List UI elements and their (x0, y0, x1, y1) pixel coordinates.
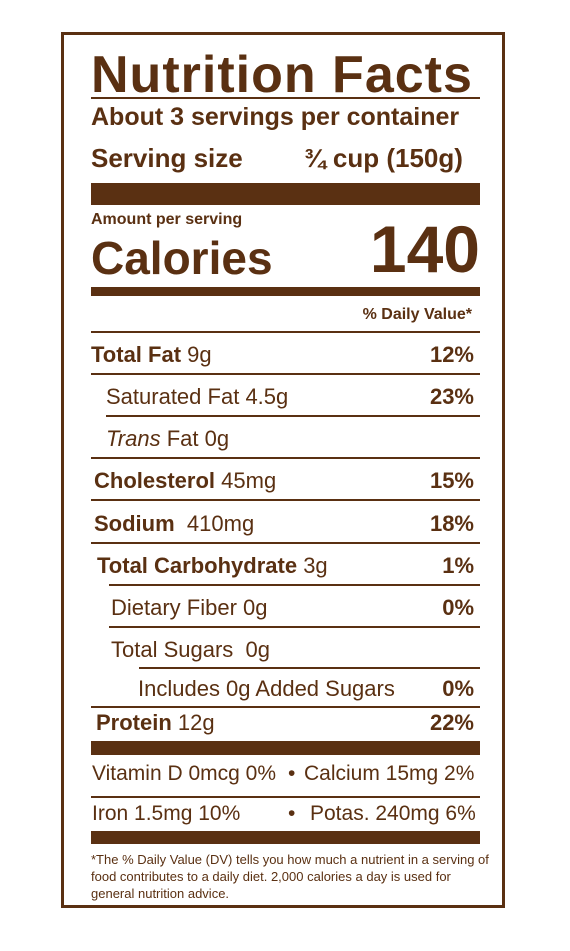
divider (91, 457, 480, 459)
nutrient-row-trans-fat: Trans Fat 0g (106, 424, 474, 454)
nutrient-dv: 1% (442, 553, 474, 578)
nutrient-dv: 12% (429, 342, 474, 367)
nutrient-row-total-carbohydrate: Total Carbohydrate 3g 1% (97, 551, 474, 581)
divider (91, 706, 480, 708)
nutrient-name: Sodium (94, 511, 175, 536)
nutrient-row-added-sugars: Includes 0g Added Sugars 0% (138, 674, 474, 704)
nutrient-name: Protein (96, 710, 172, 735)
divider (91, 97, 480, 99)
divider (109, 626, 480, 628)
amount-per-serving: Amount per serving (91, 211, 243, 228)
nutrition-facts-label: Nutrition Facts About 3 servings per con… (61, 32, 505, 908)
nutrient-name: Cholesterol (94, 468, 216, 493)
calories-label: Calories (91, 232, 273, 284)
daily-value-header: % Daily Value* (362, 306, 472, 323)
calcium: Calcium 15mg 2% (304, 762, 475, 785)
label-title: Nutrition Facts (91, 46, 473, 104)
nutrient-dv: 23% (429, 384, 474, 409)
divider (91, 796, 480, 798)
nutrient-dv: 18% (429, 511, 474, 536)
vitamin-d: Vitamin D 0mcg 0% (92, 762, 277, 785)
thick-divider (91, 831, 480, 844)
nutrient-amount: 0g (204, 426, 230, 451)
nutrient-row-sodium: Sodium 410mg 18% (94, 509, 474, 539)
divider (91, 373, 480, 375)
nutrient-row-dietary-fiber: Dietary Fiber 0g 0% (111, 593, 474, 623)
nutrient-dv: 0% (442, 595, 474, 620)
nutrient-dv: 22% (429, 710, 474, 735)
nutrient-row-total-sugars: Total Sugars 0g (111, 635, 474, 665)
nutrient-amount: 12g (177, 710, 215, 735)
nutrient-name: Total Fat (91, 342, 182, 367)
bullet: • (288, 762, 296, 785)
divider (139, 667, 480, 669)
footnote: *The % Daily Value (DV) tells you how mu… (91, 852, 489, 901)
potassium: Potas. 240mg 6% (310, 802, 476, 825)
nutrient-row-saturated-fat: Saturated Fat 4.5g 23% (106, 382, 474, 412)
nutrient-name: Fat (160, 426, 199, 451)
thick-divider (91, 741, 480, 755)
nutrient-amount: 4.5g (245, 384, 289, 409)
divider (91, 331, 480, 333)
nutrient-name-italic: Trans (106, 426, 161, 451)
nutrient-amount: 45mg (221, 468, 277, 493)
nutrient-row-protein: Protein 12g 22% (96, 708, 474, 738)
nutrient-name: Total Carbohydrate (97, 553, 298, 578)
nutrient-name: Dietary Fiber (111, 595, 237, 620)
divider (106, 415, 480, 417)
nutrient-row-cholesterol: Cholesterol 45mg 15% (94, 466, 474, 496)
nutrient-amount: 0g (245, 637, 271, 662)
nutrient-name: Saturated Fat (106, 384, 240, 409)
serving-size-label: Serving size (91, 143, 243, 173)
bullet: • (288, 802, 296, 825)
nutrient-amount: 0g (243, 595, 268, 620)
nutrient-amount: 3g (303, 553, 328, 578)
nutrient-amount: 9g (187, 342, 212, 367)
serving-size-value: ¾ cup (150g) (304, 143, 463, 173)
nutrient-dv: 15% (429, 468, 474, 493)
nutrient-name: Includes 0g Added Sugars (138, 676, 395, 701)
divider (109, 584, 480, 586)
servings-per-container: About 3 servings per container (91, 103, 460, 131)
iron: Iron 1.5mg 10% (92, 802, 241, 825)
nutrient-amount: 410mg (186, 511, 255, 536)
medium-divider (91, 287, 480, 296)
thick-divider (91, 183, 480, 205)
calories-value: 140 (369, 212, 480, 286)
divider (91, 499, 480, 501)
nutrient-dv: 0% (442, 676, 474, 701)
divider (91, 542, 480, 544)
nutrient-row-total-fat: Total Fat 9g 12% (91, 340, 474, 370)
nutrient-name: Total Sugars (111, 637, 234, 662)
